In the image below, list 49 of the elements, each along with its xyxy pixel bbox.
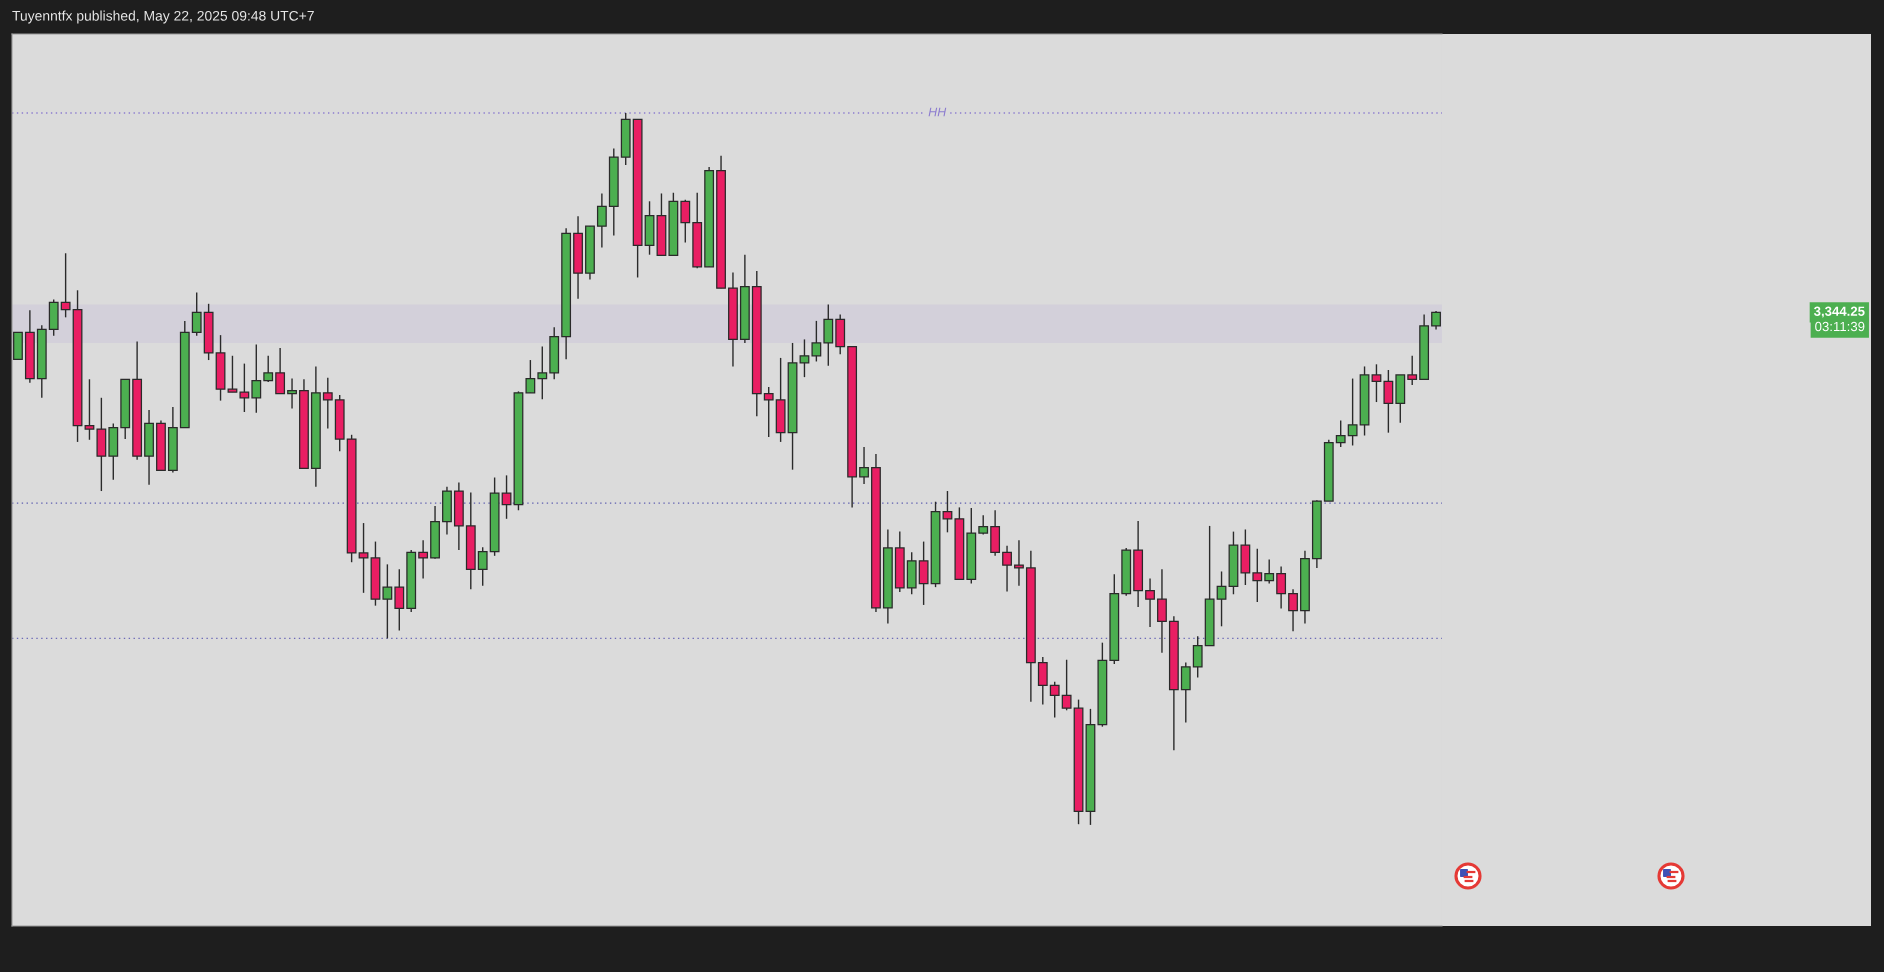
candlestick — [1061, 659, 1072, 711]
ref-line-label: HH — [928, 107, 947, 117]
candlestick — [525, 359, 536, 394]
candlestick — [394, 568, 405, 632]
candlestick — [322, 377, 333, 430]
candlestick — [859, 446, 869, 485]
candlestick — [1383, 369, 1394, 434]
candlestick — [811, 320, 822, 363]
candlestick — [680, 199, 691, 244]
candlestick — [1014, 539, 1024, 587]
candlestick — [596, 192, 607, 249]
candlestick — [1049, 681, 1060, 719]
candlestick — [763, 386, 774, 438]
text: 3,344.25 — [1813, 306, 1865, 318]
candlestick — [263, 355, 274, 383]
candlestick — [1407, 355, 1418, 386]
candlestick — [382, 563, 393, 640]
candlestick — [275, 347, 286, 395]
candlestick — [1288, 588, 1298, 632]
candlestick — [287, 377, 297, 410]
candlestick — [1276, 565, 1287, 610]
candlestick — [358, 522, 369, 594]
candlestick — [251, 343, 262, 414]
candlestick — [239, 362, 250, 413]
candlestick — [1037, 656, 1048, 706]
candlestick — [60, 252, 71, 319]
candlestick — [227, 355, 238, 393]
candlestick — [1264, 558, 1275, 585]
candlestick — [84, 378, 95, 441]
candlestick — [918, 540, 929, 606]
candlestick — [1145, 577, 1155, 628]
chart-title: Tuyenntfx published, May 22, 2025 09:48 UTC+7 — [12, 10, 314, 24]
candlestick — [191, 291, 202, 337]
candlestick — [823, 303, 834, 367]
text: 03:11:39 — [1815, 321, 1865, 332]
candlestick — [1431, 310, 1441, 331]
candlestick — [1371, 363, 1382, 403]
candlestick — [477, 546, 488, 587]
candlestick — [1347, 377, 1358, 447]
candlestick — [799, 338, 810, 378]
candlestick — [1002, 545, 1012, 593]
candlestick — [1252, 548, 1263, 603]
candlestick — [1180, 661, 1191, 724]
candlestick — [418, 539, 429, 580]
candlestick — [1192, 635, 1203, 679]
candlestick — [1157, 568, 1167, 654]
candlestick — [537, 345, 548, 400]
candlestick — [1335, 419, 1346, 448]
candlestick — [1216, 570, 1227, 627]
